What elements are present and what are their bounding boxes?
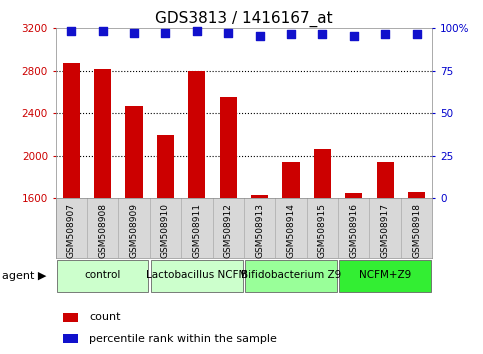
Bar xyxy=(63,334,78,343)
Bar xyxy=(188,71,205,198)
Text: Lactobacillus NCFM: Lactobacillus NCFM xyxy=(146,270,247,280)
FancyBboxPatch shape xyxy=(245,260,337,292)
Text: GSM508909: GSM508909 xyxy=(129,203,139,258)
Bar xyxy=(283,162,299,198)
Text: agent ▶: agent ▶ xyxy=(2,271,47,281)
Point xyxy=(319,32,327,37)
Bar xyxy=(220,97,237,198)
Bar xyxy=(63,313,78,322)
Text: GSM508914: GSM508914 xyxy=(286,203,296,258)
Point xyxy=(193,28,201,34)
Text: GSM508915: GSM508915 xyxy=(318,203,327,258)
Text: GSM508912: GSM508912 xyxy=(224,203,233,258)
Point xyxy=(224,30,232,35)
Point xyxy=(350,33,357,39)
FancyBboxPatch shape xyxy=(340,260,431,292)
Bar xyxy=(157,135,174,198)
Text: count: count xyxy=(89,312,121,322)
Point xyxy=(68,28,75,34)
Text: GSM508918: GSM508918 xyxy=(412,203,421,258)
Text: Bifidobacterium Z9: Bifidobacterium Z9 xyxy=(241,270,341,280)
Bar xyxy=(408,193,425,198)
Point xyxy=(99,28,107,34)
Point xyxy=(382,32,389,37)
Bar xyxy=(345,193,362,198)
Text: NCFM+Z9: NCFM+Z9 xyxy=(359,270,412,280)
Text: GSM508916: GSM508916 xyxy=(349,203,358,258)
FancyBboxPatch shape xyxy=(57,260,148,292)
Point xyxy=(412,32,420,37)
Point xyxy=(256,33,264,39)
Title: GDS3813 / 1416167_at: GDS3813 / 1416167_at xyxy=(155,11,333,27)
Bar xyxy=(94,69,111,198)
Text: GSM508910: GSM508910 xyxy=(161,203,170,258)
Text: GSM508907: GSM508907 xyxy=(67,203,76,258)
Text: GSM508913: GSM508913 xyxy=(255,203,264,258)
Point xyxy=(130,30,138,35)
Text: control: control xyxy=(85,270,121,280)
Bar xyxy=(251,195,268,198)
Bar xyxy=(377,162,394,198)
Bar xyxy=(314,149,331,198)
Text: GSM508911: GSM508911 xyxy=(192,203,201,258)
Text: GSM508908: GSM508908 xyxy=(98,203,107,258)
Bar xyxy=(63,63,80,198)
Text: GSM508917: GSM508917 xyxy=(381,203,390,258)
Bar xyxy=(126,106,142,198)
FancyBboxPatch shape xyxy=(151,260,242,292)
Text: percentile rank within the sample: percentile rank within the sample xyxy=(89,333,277,344)
Point xyxy=(161,30,170,35)
Point xyxy=(287,32,295,37)
